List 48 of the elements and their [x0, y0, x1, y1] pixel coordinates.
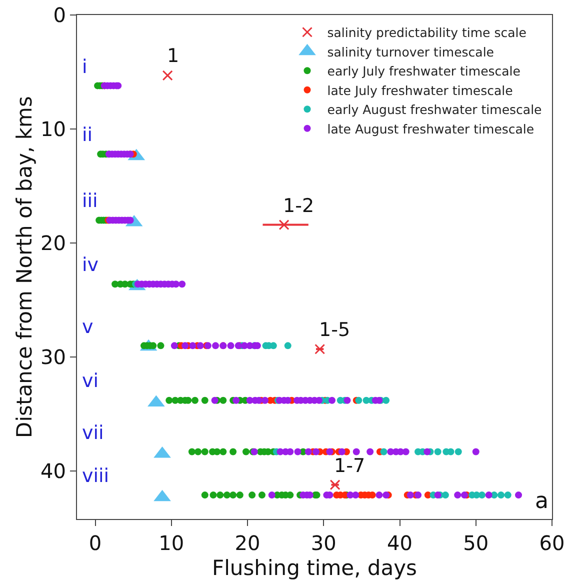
y-tick-label: 30 [40, 345, 66, 370]
annotation: vi [82, 370, 99, 392]
point [382, 396, 390, 404]
point [498, 492, 504, 499]
x-tick-label: 20 [234, 531, 260, 555]
legend-label: early August freshwater timescale [327, 102, 542, 118]
y-axis-title: Distance from North of bay, kms [12, 96, 37, 438]
annotation: v [82, 316, 94, 338]
x-tick-label: 10 [158, 531, 184, 555]
x-axis-title: Flushing time, days [212, 556, 417, 580]
annotation: ii [82, 124, 93, 146]
annotation: viii [82, 465, 110, 487]
legend-label: late July freshwater timescale [327, 82, 514, 98]
legend-label: late August freshwater timescale [327, 121, 534, 136]
x-tick-label: 30 [310, 531, 336, 555]
point [454, 448, 462, 456]
annotation: vii [82, 422, 104, 444]
x-tick-label: 60 [539, 531, 565, 555]
legend-label: salinity turnover timescale [327, 44, 494, 60]
annotation: 1-7 [334, 455, 366, 477]
annotation: 1-2 [283, 195, 314, 217]
annotation: 1 [167, 45, 180, 67]
point [447, 448, 454, 456]
annotation: iii [82, 190, 98, 212]
point [330, 480, 340, 490]
x-tick-label: 0 [88, 531, 102, 555]
annotation: iv [82, 254, 99, 276]
point [434, 448, 442, 456]
point [355, 396, 362, 404]
point [162, 70, 173, 81]
legend-label: salinity predictability time scale [327, 25, 527, 40]
point [380, 448, 388, 456]
point [504, 492, 512, 499]
legend-label: early July freshwater timescale [327, 64, 521, 79]
y-tick-label: 40 [40, 459, 66, 484]
annotation: 1-5 [319, 319, 350, 341]
annotation: a [535, 489, 548, 514]
annotation: i [82, 56, 88, 78]
point [478, 492, 486, 499]
y-tick-label: 20 [40, 231, 66, 256]
y-tick-label: 10 [40, 117, 66, 142]
y-tick-label: 0 [53, 3, 66, 27]
x-tick-label: 40 [387, 531, 412, 555]
point [278, 220, 290, 230]
point [284, 342, 292, 350]
point [314, 344, 326, 354]
point [442, 492, 449, 499]
x-tick-label: 50 [463, 531, 489, 555]
